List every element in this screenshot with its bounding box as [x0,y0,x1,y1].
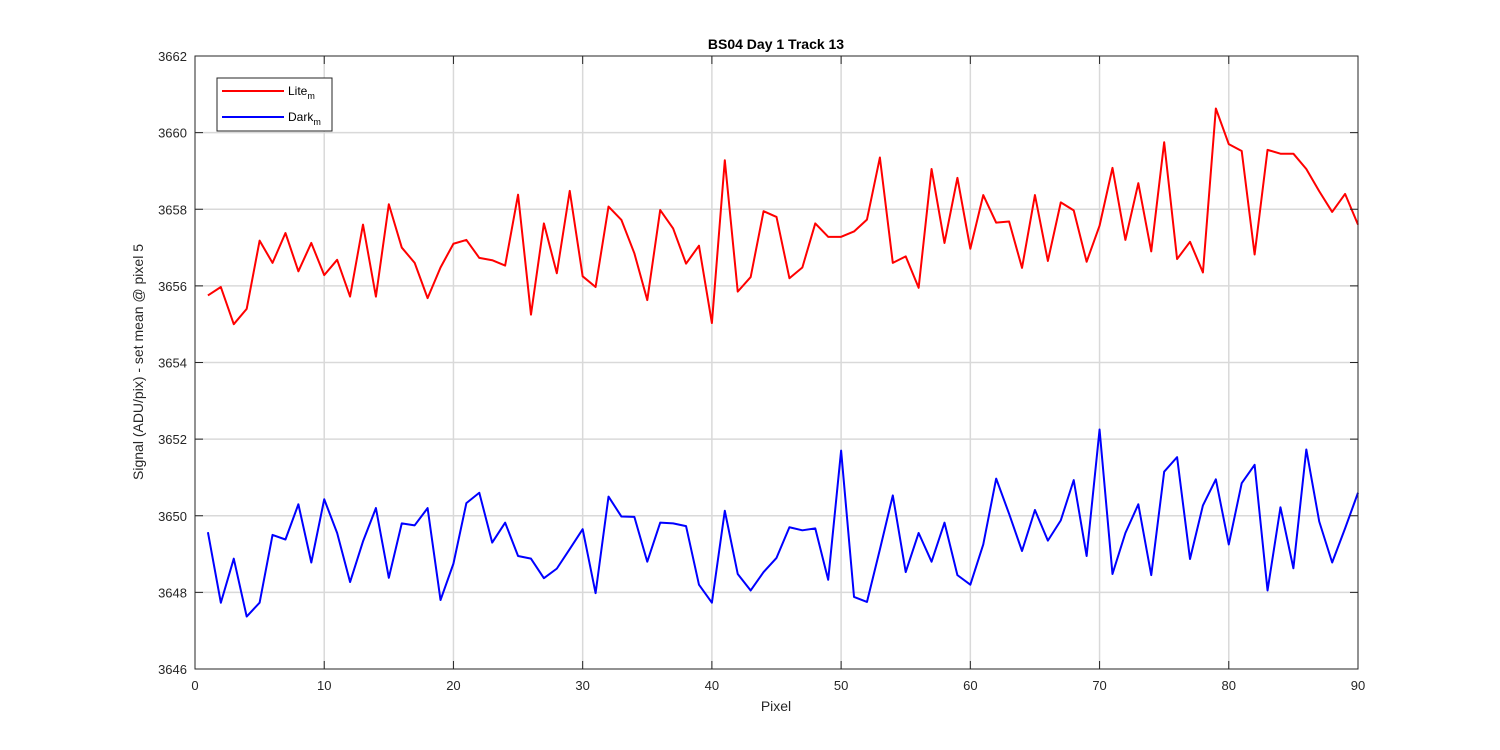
series-line-dark [206,428,1359,618]
y-tick-label: 3654 [158,356,187,371]
x-tick-label: 20 [446,678,460,693]
legend-label-dark: Darkm [288,110,321,127]
axis-ticks: 0 10 20 30 40 50 60 70 80 90 3646 3648 3650 3652 3654 3… [158,49,1365,693]
x-tick-label: 50 [834,678,848,693]
legend-label-dark-sub: m [313,117,321,127]
series-line-lite [207,107,1359,326]
x-tick-label: 70 [1092,678,1106,693]
x-tick-label: 80 [1222,678,1236,693]
x-tick-label: 40 [705,678,719,693]
legend-label-lite-name: Lite [288,84,308,98]
grid-lines [195,56,1358,669]
y-tick-label: 3662 [158,49,187,64]
x-axis-label: Pixel [761,698,791,714]
y-axis-label: Signal (ADU/pix) - set mean @ pixel 5 [130,244,146,480]
legend-box [216,77,333,132]
y-tick-label: 3646 [158,662,187,677]
x-tick-label: 90 [1351,678,1365,693]
legend: Litem Darkm [216,77,333,132]
legend-label-lite-sub: m [307,91,315,101]
series-layer [206,107,1359,618]
x-tick-label: 30 [575,678,589,693]
y-tick-label: 3658 [158,202,187,217]
x-tick-label: 0 [191,678,198,693]
x-tick-label: 60 [963,678,977,693]
y-tick-label: 3656 [158,279,187,294]
legend-label-dark-name: Dark [288,110,314,124]
x-tick-label: 10 [317,678,331,693]
y-tick-label: 3652 [158,432,187,447]
chart-title: BS04 Day 1 Track 13 [708,36,844,52]
legend-label-lite: Litem [288,84,315,101]
y-tick-label: 3648 [158,585,187,600]
y-tick-label: 3660 [158,126,187,141]
y-tick-label: 3650 [158,509,187,524]
